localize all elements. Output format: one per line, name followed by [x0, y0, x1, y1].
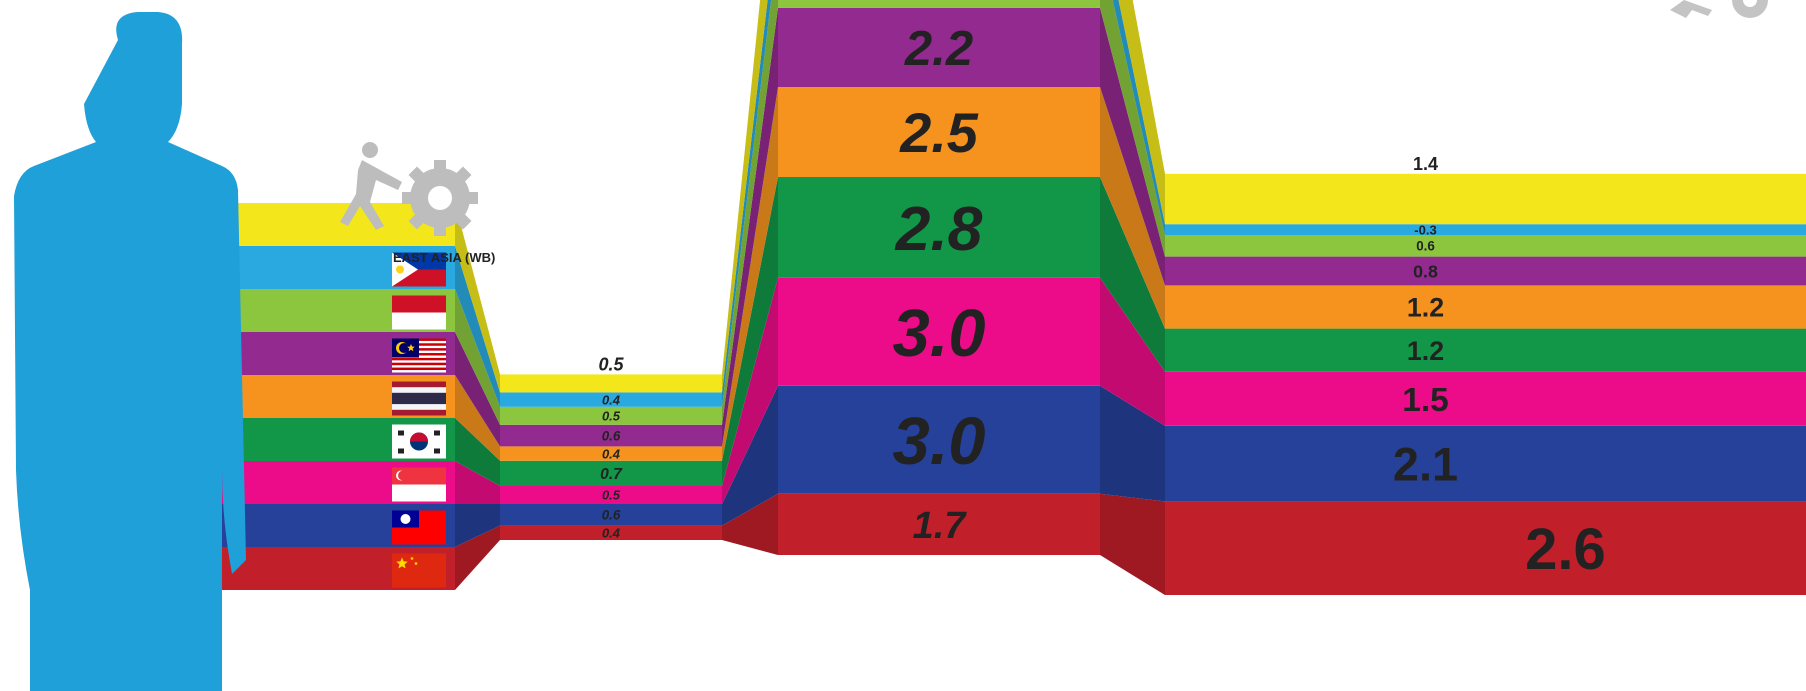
band-s5-c1 — [500, 424, 722, 447]
band-connector-s1-c1 — [722, 385, 778, 526]
value-label-s4-c3: 1.2 — [1407, 293, 1444, 323]
value-label-s0-c3: 2.6 — [1525, 517, 1606, 582]
value-label-s2-c2: 3.0 — [892, 296, 985, 371]
band-connector-s8-c2 — [1118, 0, 1165, 225]
value-label-s3-c1: 0.7 — [600, 466, 623, 483]
band-connector-s8-c0 — [455, 203, 500, 393]
band-connector-s7-c2 — [1112, 0, 1165, 235]
thailand-flag-icon — [392, 381, 446, 416]
value-label-s8-c1: 0.5 — [598, 354, 624, 374]
band-connector-s1-c2 — [1100, 385, 1165, 502]
band-connector-s5-c0 — [455, 332, 500, 447]
band-s1-c1 — [500, 504, 722, 526]
value-label-s5-c3: 0.8 — [1413, 261, 1438, 281]
band-connector-s6-c1 — [722, 0, 778, 425]
value-label-s5-c1: 0.6 — [602, 428, 621, 443]
band-s5-c2 — [778, 7, 1100, 87]
china-flag-icon — [392, 553, 446, 588]
band-connector-s8-c1 — [722, 0, 768, 393]
taiwan-flag-icon — [392, 510, 446, 545]
band-s5-c3 — [1165, 256, 1806, 286]
band-s7-c1 — [500, 392, 722, 407]
band-s4-c1 — [500, 446, 722, 461]
band-s3-c3 — [1165, 328, 1806, 372]
band-connector-s5-c2 — [1100, 7, 1165, 286]
band-connector-s3-c0 — [455, 418, 500, 486]
value-label-s2-c1: 0.5 — [602, 488, 621, 503]
gear-push-icon-right — [1670, 0, 1768, 18]
band-s8-c1 — [500, 374, 722, 393]
band-s2-c2 — [778, 277, 1100, 386]
band-connector-s2-c2 — [1100, 277, 1165, 426]
band-connector-s3-c2 — [1100, 177, 1165, 372]
band-s0-c2 — [778, 493, 1100, 555]
value-label-s7-c3: -0.3 — [1414, 222, 1436, 237]
band-connector-s4-c0 — [455, 375, 500, 461]
band-connector-s4-c2 — [1100, 87, 1165, 329]
value-label-s3-c3: 1.2 — [1407, 336, 1444, 366]
band-connector-s2-c0 — [455, 461, 500, 504]
value-label-s2-c3: 1.5 — [1402, 382, 1449, 419]
singapore-flag-icon — [392, 467, 446, 502]
band-connector-s1-c0 — [455, 504, 500, 547]
value-label-s3-c2: 2.8 — [895, 194, 983, 264]
band-s6-c1 — [500, 406, 722, 425]
band-s4-c3 — [1165, 285, 1806, 329]
band-s2-c1 — [500, 486, 722, 504]
value-label-s1-c3: 2.1 — [1393, 438, 1458, 490]
value-label-s7-c1: 0.4 — [602, 392, 621, 407]
value-label-s6-c1: 0.5 — [602, 408, 621, 423]
band-connector-s7-c1 — [722, 0, 772, 407]
philippines-flag-icon — [392, 252, 446, 287]
band-connector-s6-c2 — [1100, 0, 1165, 257]
value-label-s4-c2: 2.5 — [899, 101, 979, 164]
legend-title: EAST ASIA (WB) — [393, 250, 495, 265]
malaysia-flag-icon — [392, 338, 446, 373]
band-s6-c2 — [778, 0, 1100, 8]
person-silhouette-icon — [14, 12, 246, 691]
band-connector-s0-c0 — [455, 525, 500, 590]
band-s0-c1 — [500, 525, 722, 540]
band-s2-c3 — [1165, 371, 1806, 426]
value-label-s0-c1: 0.4 — [602, 525, 621, 540]
legend-flags — [392, 252, 446, 588]
value-label-s0-c2: 1.7 — [913, 505, 968, 547]
band-connector-s6-c0 — [455, 289, 500, 425]
korea-flag-icon — [392, 424, 446, 459]
band-s3-c1 — [500, 460, 722, 486]
band-s8-c3 — [1165, 173, 1806, 225]
band-connector-s7-c0 — [455, 246, 500, 407]
band-connector-s4-c1 — [722, 87, 778, 461]
gear-push-icon — [340, 142, 478, 236]
band-connector-s0-c2 — [1100, 493, 1165, 595]
band-s6-c3 — [1165, 235, 1806, 257]
band-connector-s0-c1 — [722, 493, 778, 555]
band-s3-c2 — [778, 177, 1100, 278]
band-connector-s3-c1 — [722, 177, 778, 486]
value-label-s5-c2: 2.2 — [904, 22, 973, 76]
value-label-s8-c3: 1.4 — [1413, 154, 1438, 174]
value-label-s4-c1: 0.4 — [602, 446, 621, 461]
band-s1-c3 — [1165, 425, 1806, 502]
value-label-s6-c3: 0.6 — [1416, 239, 1435, 254]
band-s0-c3 — [1165, 501, 1806, 595]
band-s1-c2 — [778, 385, 1100, 494]
band-connector-s2-c1 — [722, 277, 778, 504]
band-s7-c3 — [1165, 224, 1806, 235]
band-s4-c2 — [778, 87, 1100, 177]
value-label-s1-c1: 0.6 — [602, 508, 621, 523]
data-labels: 0.4 1.7 2.6 0.6 3.0 2.1 0.5 3.0 1.5 0.7 2.8 1.2 0.4 2… — [598, 22, 1606, 582]
indonesia-flag-icon — [392, 295, 446, 330]
value-label-s1-c2: 3.0 — [892, 404, 985, 479]
band-connector-s5-c1 — [722, 7, 778, 447]
